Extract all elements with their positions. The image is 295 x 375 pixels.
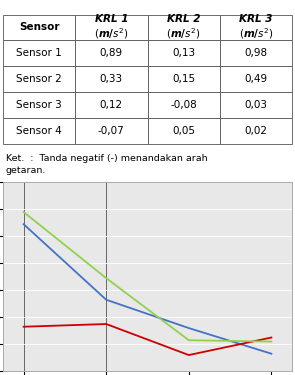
Text: Ket.  :  Tanda negatif (-) menandakan arah
getaran.: Ket. : Tanda negatif (-) menandakan arah… [6, 154, 207, 174]
